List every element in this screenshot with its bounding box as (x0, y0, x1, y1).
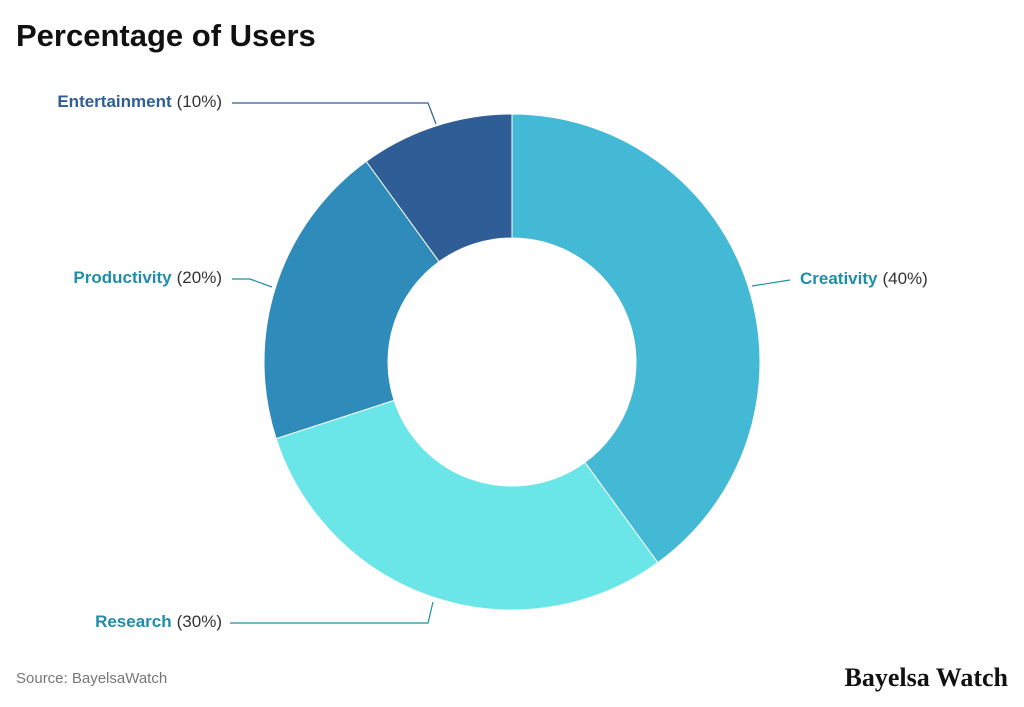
donut-slice (365, 113, 513, 263)
chart-title: Percentage of Users (16, 18, 316, 53)
slice-name: Productivity (73, 268, 172, 287)
slice-name: Research (95, 612, 172, 631)
slice-value-label: (20%) (177, 268, 222, 287)
slice-value-label: (10%) (177, 92, 222, 111)
donut-slice (275, 399, 659, 611)
slice-label: Productivity (20%) (73, 268, 222, 287)
slice-value-label: (40%) (882, 269, 927, 288)
slice-label: Entertainment (10%) (57, 92, 222, 111)
brand-logo: Bayelsa Watch (845, 663, 1009, 692)
donut-slice (263, 160, 440, 440)
leader-line (751, 279, 791, 287)
slice-name: Entertainment (57, 92, 172, 111)
leader-line (232, 278, 273, 288)
slice-value-label: (30%) (177, 612, 222, 631)
slice-label: Creativity (40%) (800, 269, 928, 288)
leader-line (230, 601, 434, 624)
donut-slice (511, 113, 761, 564)
leader-line (232, 102, 437, 125)
slice-label: Research (30%) (95, 612, 222, 631)
slice-name: Creativity (800, 269, 878, 288)
source-note: Source: BayelsaWatch (16, 670, 167, 687)
